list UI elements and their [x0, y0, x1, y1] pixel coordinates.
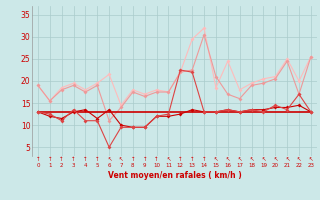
X-axis label: Vent moyen/en rafales ( km/h ): Vent moyen/en rafales ( km/h ): [108, 171, 241, 180]
